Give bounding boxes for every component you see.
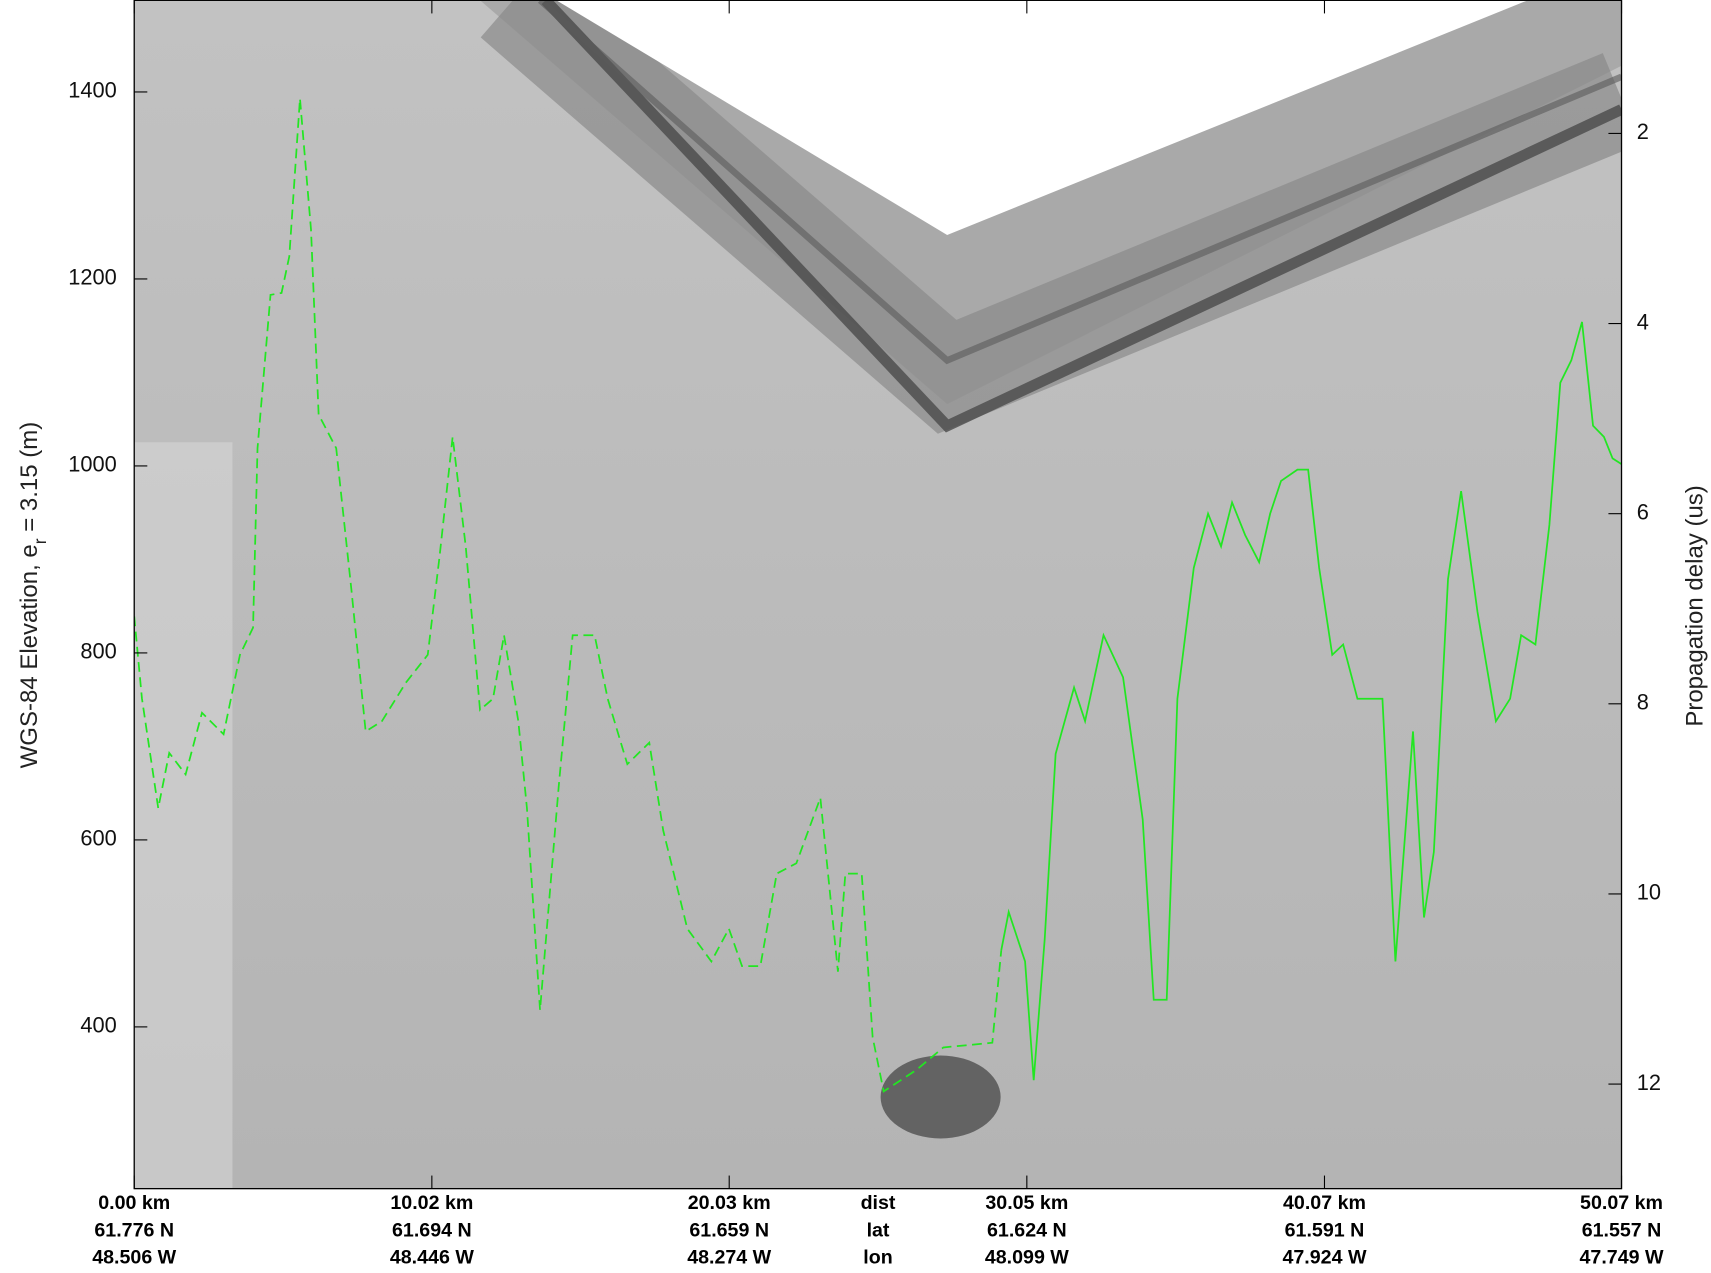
x-tick-label: 50.07 km bbox=[1580, 1192, 1663, 1214]
y-tick-label: 600 bbox=[80, 826, 116, 851]
plot-frame bbox=[133, 0, 1623, 1190]
x-tick-lat: 61.557 N bbox=[1582, 1219, 1662, 1241]
x-tick-lat: 61.694 N bbox=[392, 1219, 472, 1241]
y-axis-label-sub: r bbox=[30, 538, 50, 544]
x-tick-label: 0.00 km bbox=[98, 1192, 170, 1214]
x-tick-lat: 61.659 N bbox=[689, 1219, 769, 1241]
x-tick-lat: 61.591 N bbox=[1285, 1219, 1365, 1241]
y-tick-label: 1000 bbox=[68, 452, 117, 477]
surface-line bbox=[537, 0, 1622, 365]
y-tick-label: 400 bbox=[80, 1013, 116, 1038]
x-tick-lat: 61.776 N bbox=[94, 1219, 174, 1241]
bed-line bbox=[1000, 321, 1622, 1081]
y-tick-label: 1200 bbox=[68, 265, 117, 290]
bed-line bbox=[134, 98, 1003, 1093]
echogram-light-strip bbox=[134, 442, 233, 1189]
echogram-dark-patch bbox=[880, 1055, 1001, 1139]
x-tick-label: 30.05 km bbox=[985, 1192, 1068, 1214]
y-axis-label-tail: = 3.15 (m) bbox=[16, 422, 43, 539]
y2-tick-label: 2 bbox=[1637, 119, 1649, 144]
surface-line bbox=[541, 0, 1622, 433]
row-label: lon bbox=[863, 1247, 892, 1269]
y-tick-label: 800 bbox=[80, 639, 116, 664]
no-data-region bbox=[556, 0, 1528, 235]
y2-tick-label: 12 bbox=[1637, 1070, 1661, 1095]
y2-tick-label: 8 bbox=[1637, 690, 1649, 715]
x-tick-lon: 47.749 W bbox=[1580, 1247, 1664, 1269]
y2-axis-label: Propagation delay (us) bbox=[1681, 485, 1708, 726]
y2-tick-label: 10 bbox=[1637, 880, 1661, 905]
x-tick-lon: 48.274 W bbox=[687, 1247, 771, 1269]
y2-tick-label: 6 bbox=[1637, 499, 1649, 524]
x-tick-label: 20.03 km bbox=[688, 1192, 771, 1214]
x-tick-lon: 47.924 W bbox=[1282, 1247, 1366, 1269]
bed-lines bbox=[134, 98, 1622, 1093]
x-tick-label: 10.02 km bbox=[390, 1192, 473, 1214]
y-tick-label: 1400 bbox=[68, 78, 117, 103]
y-axis-label: WGS-84 Elevation, er = 3.15 (m) bbox=[16, 422, 50, 769]
axes: 400 600 800 1000 1200 1400 2 4 6 8 10 12 0.00 km 61.7… bbox=[68, 0, 1664, 1269]
y-axis-label-main: WGS-84 Elevation, e bbox=[16, 544, 43, 768]
row-label: lat bbox=[867, 1219, 890, 1241]
echogram bbox=[134, 0, 1622, 1189]
x-tick-lon: 48.506 W bbox=[92, 1247, 176, 1269]
row-label: dist bbox=[861, 1192, 896, 1214]
x-tick-label: 40.07 km bbox=[1283, 1192, 1366, 1214]
y2-tick-label: 4 bbox=[1637, 309, 1649, 334]
x-tick-lat: 61.624 N bbox=[987, 1219, 1067, 1241]
x-tick-lon: 48.099 W bbox=[985, 1247, 1069, 1269]
x-tick-lon: 48.446 W bbox=[390, 1247, 474, 1269]
